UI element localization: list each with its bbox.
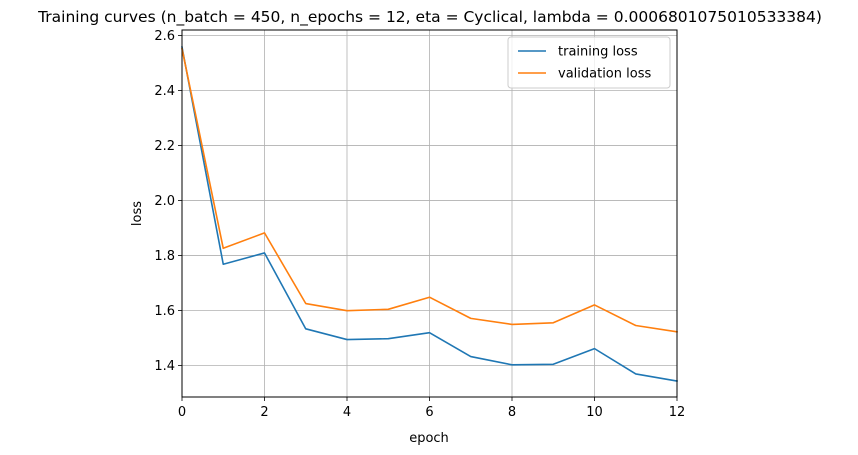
x-tick-label: 0 (178, 405, 186, 420)
series-layer (181, 46, 678, 382)
series-line-validation-loss (181, 47, 678, 333)
x-tick-label: 8 (508, 405, 516, 420)
x-tick-label: 10 (586, 405, 603, 420)
grid-layer (181, 30, 678, 397)
legend-label: validation loss (558, 67, 651, 82)
x-axis-label: epoch (409, 431, 449, 446)
y-axis-label: loss (130, 201, 145, 226)
tick-layer: 0 2 4 6 8 10 12 1.4 1.6 1.8 2.0 2.2 2.4 2.6 (154, 29, 685, 420)
y-tick-label: 1.8 (154, 249, 175, 264)
legend: training loss validation loss (507, 36, 671, 89)
legend-label: training loss (558, 45, 638, 60)
x-tick-label: 4 (343, 405, 351, 420)
x-tick-label: 2 (260, 405, 268, 420)
legend-box (507, 36, 671, 89)
y-tick-label: 2.4 (154, 84, 175, 99)
chart-title: Training curves (n_batch = 450, n_epochs… (37, 8, 822, 27)
y-tick-label: 2.0 (154, 194, 175, 209)
series-line-training-loss (181, 46, 678, 382)
y-tick-label: 2.2 (154, 139, 175, 154)
y-tick-label: 1.4 (154, 359, 175, 374)
y-tick-label: 1.6 (154, 304, 175, 319)
x-tick-label: 12 (669, 405, 686, 420)
x-tick-label: 6 (425, 405, 433, 420)
y-tick-label: 2.6 (154, 29, 175, 44)
